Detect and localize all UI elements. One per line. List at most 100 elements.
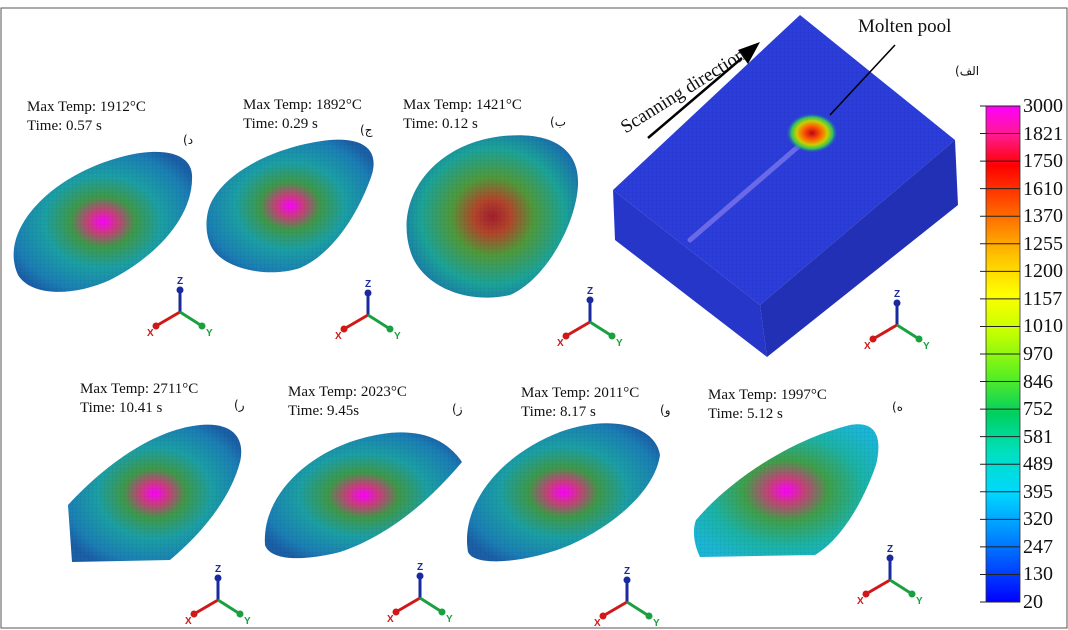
axis-triad: Z X Y — [857, 544, 923, 607]
scan-arrow-line — [647, 57, 743, 139]
axis-triad: Z X Y — [864, 289, 930, 352]
z-axis-arrow-head — [176, 286, 184, 294]
colorbar-tick-label: 1610 — [1023, 177, 1063, 200]
panel-j-label: Max Temp: 1892°C Time: 0.29 s — [243, 96, 362, 134]
y-axis-arrow-head — [438, 608, 446, 616]
x-axis-arrow — [602, 600, 628, 618]
y-axis-arrow-head — [236, 610, 244, 618]
y-axis-arrow-head — [915, 335, 923, 343]
x-axis-arrow-head — [869, 335, 877, 343]
colorbar-tick-label: 395 — [1023, 480, 1053, 503]
colorbar-tick-label: 320 — [1023, 508, 1053, 531]
axis-triads: Z X Y Z X Y Z X Y Z X Y Z X Y Z X Y Z X Y Z X Y — [147, 276, 930, 629]
x-axis-arrow-head — [862, 590, 870, 598]
panel-b-letter: (ب — [550, 115, 566, 129]
y-axis-label: Y — [206, 328, 213, 339]
y-axis-arrow — [896, 323, 920, 341]
y-axis-label: Y — [394, 331, 401, 342]
x-axis-arrow-head — [190, 610, 198, 618]
panel-z-max-temp: Max Temp: 2023°C — [288, 384, 407, 400]
colorbar-tick-marks — [980, 105, 1020, 603]
x-axis-label: X — [864, 341, 871, 352]
panel-w-time: Time: 8.17 s — [521, 404, 596, 420]
panel-alef-letter: (الف — [955, 64, 980, 78]
z-axis-arrow-head — [893, 299, 901, 307]
y-axis-arrow — [179, 310, 203, 328]
z-axis-arrow-head — [364, 289, 372, 297]
z-axis-label: Z — [887, 544, 893, 555]
colorbar-tick-label: 130 — [1023, 563, 1053, 586]
scan-arrow-head — [738, 42, 760, 64]
colorbar-tick-label: 846 — [1023, 370, 1053, 393]
colorbar-tick-label: 1821 — [1023, 122, 1063, 145]
panel-r-max-temp: Max Temp: 2711°C — [80, 381, 199, 397]
z-axis-label: Z — [587, 286, 593, 297]
y-axis-arrow-head — [198, 322, 206, 330]
axis-triad: Z X Y — [185, 564, 251, 627]
x-axis-label: X — [594, 618, 601, 629]
z-axis-label: Z — [215, 564, 221, 575]
z-axis-arrow-head — [214, 574, 222, 582]
colorbar-tick-label: 3000 — [1023, 95, 1063, 117]
colorbar-tick-label: 1750 — [1023, 150, 1063, 173]
y-axis-arrow — [217, 598, 241, 616]
panel-r-letter: (ر — [234, 398, 245, 412]
x-axis-arrow — [155, 310, 181, 328]
x-axis-label: X — [335, 331, 342, 342]
y-axis-label: Y — [916, 596, 923, 607]
panel-j-time: Time: 0.29 s — [243, 116, 318, 132]
colorbar-tick-label: 752 — [1023, 398, 1053, 421]
panel-w-label: Max Temp: 2011°C Time: 8.17 s — [521, 384, 639, 422]
panel-b-max-temp: Max Temp: 1421°C — [403, 97, 522, 113]
y-axis-label: Y — [244, 616, 251, 627]
y-axis-label: Y — [616, 338, 623, 349]
colorbar-tick-label: 970 — [1023, 343, 1053, 365]
x-axis-arrow — [872, 323, 898, 341]
axis-triad: Z X Y — [147, 276, 213, 339]
axis-triad: Z X Y — [594, 566, 660, 629]
panel-b-label: Max Temp: 1421°C Time: 0.12 s — [403, 96, 522, 134]
z-axis-arrow-head — [416, 572, 424, 580]
melt-pool-r — [68, 424, 242, 562]
y-axis-label: Y — [446, 614, 453, 625]
y-axis-arrow — [889, 578, 913, 596]
x-axis-label: X — [857, 596, 864, 607]
panel-r-label: Max Temp: 2711°C Time: 10.41 s — [80, 380, 198, 418]
y-axis-arrow-head — [645, 612, 653, 620]
x-axis-label: X — [557, 338, 564, 349]
panel-d-letter: (د — [183, 133, 194, 147]
panel-j-max-temp: Max Temp: 1892°C — [243, 97, 362, 113]
melt-pool-w — [466, 423, 660, 562]
panel-h-letter: (ه — [892, 400, 903, 414]
z-axis-arrow-head — [886, 554, 894, 562]
y-axis-arrow — [626, 600, 650, 618]
panel-d-label: Max Temp: 1912°C Time: 0.57 s — [27, 98, 146, 136]
x-axis-arrow-head — [152, 322, 160, 330]
y-axis-arrow-head — [386, 325, 394, 333]
workpiece-block — [613, 15, 958, 357]
panel-d-max-temp: Max Temp: 1912°C — [27, 99, 146, 115]
z-axis-arrow-head — [586, 296, 594, 304]
x-axis-arrow-head — [392, 608, 400, 616]
y-axis-label: Y — [653, 618, 660, 629]
x-axis-arrow-head — [340, 325, 348, 333]
y-axis-arrow-head — [608, 332, 616, 340]
z-axis-label: Z — [365, 279, 371, 290]
y-axis-arrow — [589, 320, 613, 338]
panel-z-label: Max Temp: 2023°C Time: 9.45s — [288, 383, 407, 421]
colorbar-tick-label: 1010 — [1023, 315, 1063, 338]
z-axis-label: Z — [624, 566, 630, 577]
panel-z-time: Time: 9.45s — [288, 403, 360, 419]
panel-h-max-temp: Max Temp: 1997°C — [708, 387, 827, 403]
colorbar-tick-label: 247 — [1023, 535, 1053, 558]
y-axis-arrow — [419, 596, 443, 614]
axis-triad: Z X Y — [335, 279, 401, 342]
axis-triad: Z X Y — [557, 286, 623, 349]
panel-h-label: Max Temp: 1997°C Time: 5.12 s — [708, 386, 827, 424]
melt-pool-b — [406, 135, 579, 298]
x-axis-label: X — [185, 616, 192, 627]
molten-pool-label: Molten pool — [858, 16, 952, 37]
colorbar-tick-label: 1255 — [1023, 232, 1063, 255]
molten-pool-spot — [786, 113, 838, 153]
